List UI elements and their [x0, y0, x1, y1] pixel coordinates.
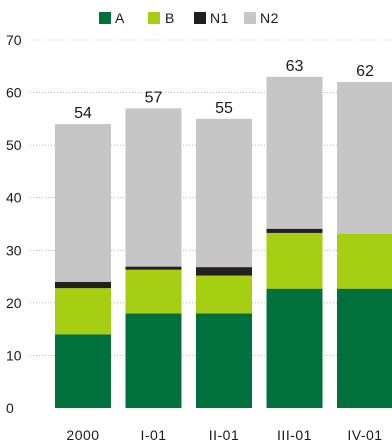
y-tick-label: 60	[6, 85, 22, 101]
bar-a-iii-01	[267, 289, 323, 408]
y-tick-label: 10	[6, 347, 22, 363]
y-tick-label: 0	[6, 400, 14, 416]
bar-b-iii-01	[267, 233, 323, 289]
y-tick-label: 30	[6, 242, 22, 258]
y-tick-label: 20	[6, 295, 22, 311]
y-tick-label: 40	[6, 190, 22, 206]
bar-n2-i-01	[126, 108, 182, 266]
legend-label-b: B	[165, 10, 175, 26]
bar-n2-ii-01	[196, 119, 252, 267]
bars	[55, 77, 392, 408]
legend-swatch-a	[99, 12, 111, 24]
legend-label-n2: N2	[260, 10, 279, 26]
y-axis: 0 10 20 30 40 50 60 70	[6, 32, 22, 416]
bar-n1-i-01	[126, 267, 182, 270]
bar-n2-iv-01	[337, 82, 392, 234]
bar-a-iv-01	[337, 289, 392, 408]
x-tick-label: II-01	[209, 427, 240, 443]
bar-n2-iii-01	[267, 77, 323, 229]
legend: A B N1 N2	[99, 10, 279, 26]
bar-n1-2000	[55, 282, 111, 288]
bar-n1-iii-01	[267, 229, 323, 233]
legend-swatch-b	[148, 12, 160, 24]
x-tick-label: 2000	[66, 427, 99, 443]
y-tick-label: 50	[6, 137, 22, 153]
total-label-2000: 54	[74, 105, 92, 122]
total-label-iii-01: 63	[286, 58, 304, 75]
bar-b-ii-01	[196, 276, 252, 314]
bar-a-2000	[55, 334, 111, 408]
total-label-i-01: 57	[145, 89, 163, 106]
bar-a-ii-01	[196, 313, 252, 408]
legend-swatch-n2	[244, 12, 256, 24]
total-labels: 54 57 55 63 62	[74, 58, 374, 122]
x-tick-label: III-01	[277, 427, 312, 443]
legend-swatch-n1	[194, 12, 206, 24]
bar-b-i-01	[126, 270, 182, 314]
x-tick-label: IV-01	[347, 427, 382, 443]
x-axis: 2000 I-01 II-01 III-01 IV-01	[66, 427, 382, 443]
bar-a-i-01	[126, 313, 182, 408]
y-tick-label: 70	[6, 32, 22, 48]
bar-b-iv-01	[337, 234, 392, 289]
total-label-ii-01: 55	[215, 100, 233, 117]
legend-label-n1: N1	[210, 10, 229, 26]
bar-n1-ii-01	[196, 267, 252, 275]
bar-b-2000	[55, 288, 111, 334]
total-label-iv-01: 62	[356, 63, 374, 80]
bar-n2-2000	[55, 124, 111, 282]
legend-label-a: A	[115, 10, 125, 26]
x-tick-label: I-01	[140, 427, 166, 443]
